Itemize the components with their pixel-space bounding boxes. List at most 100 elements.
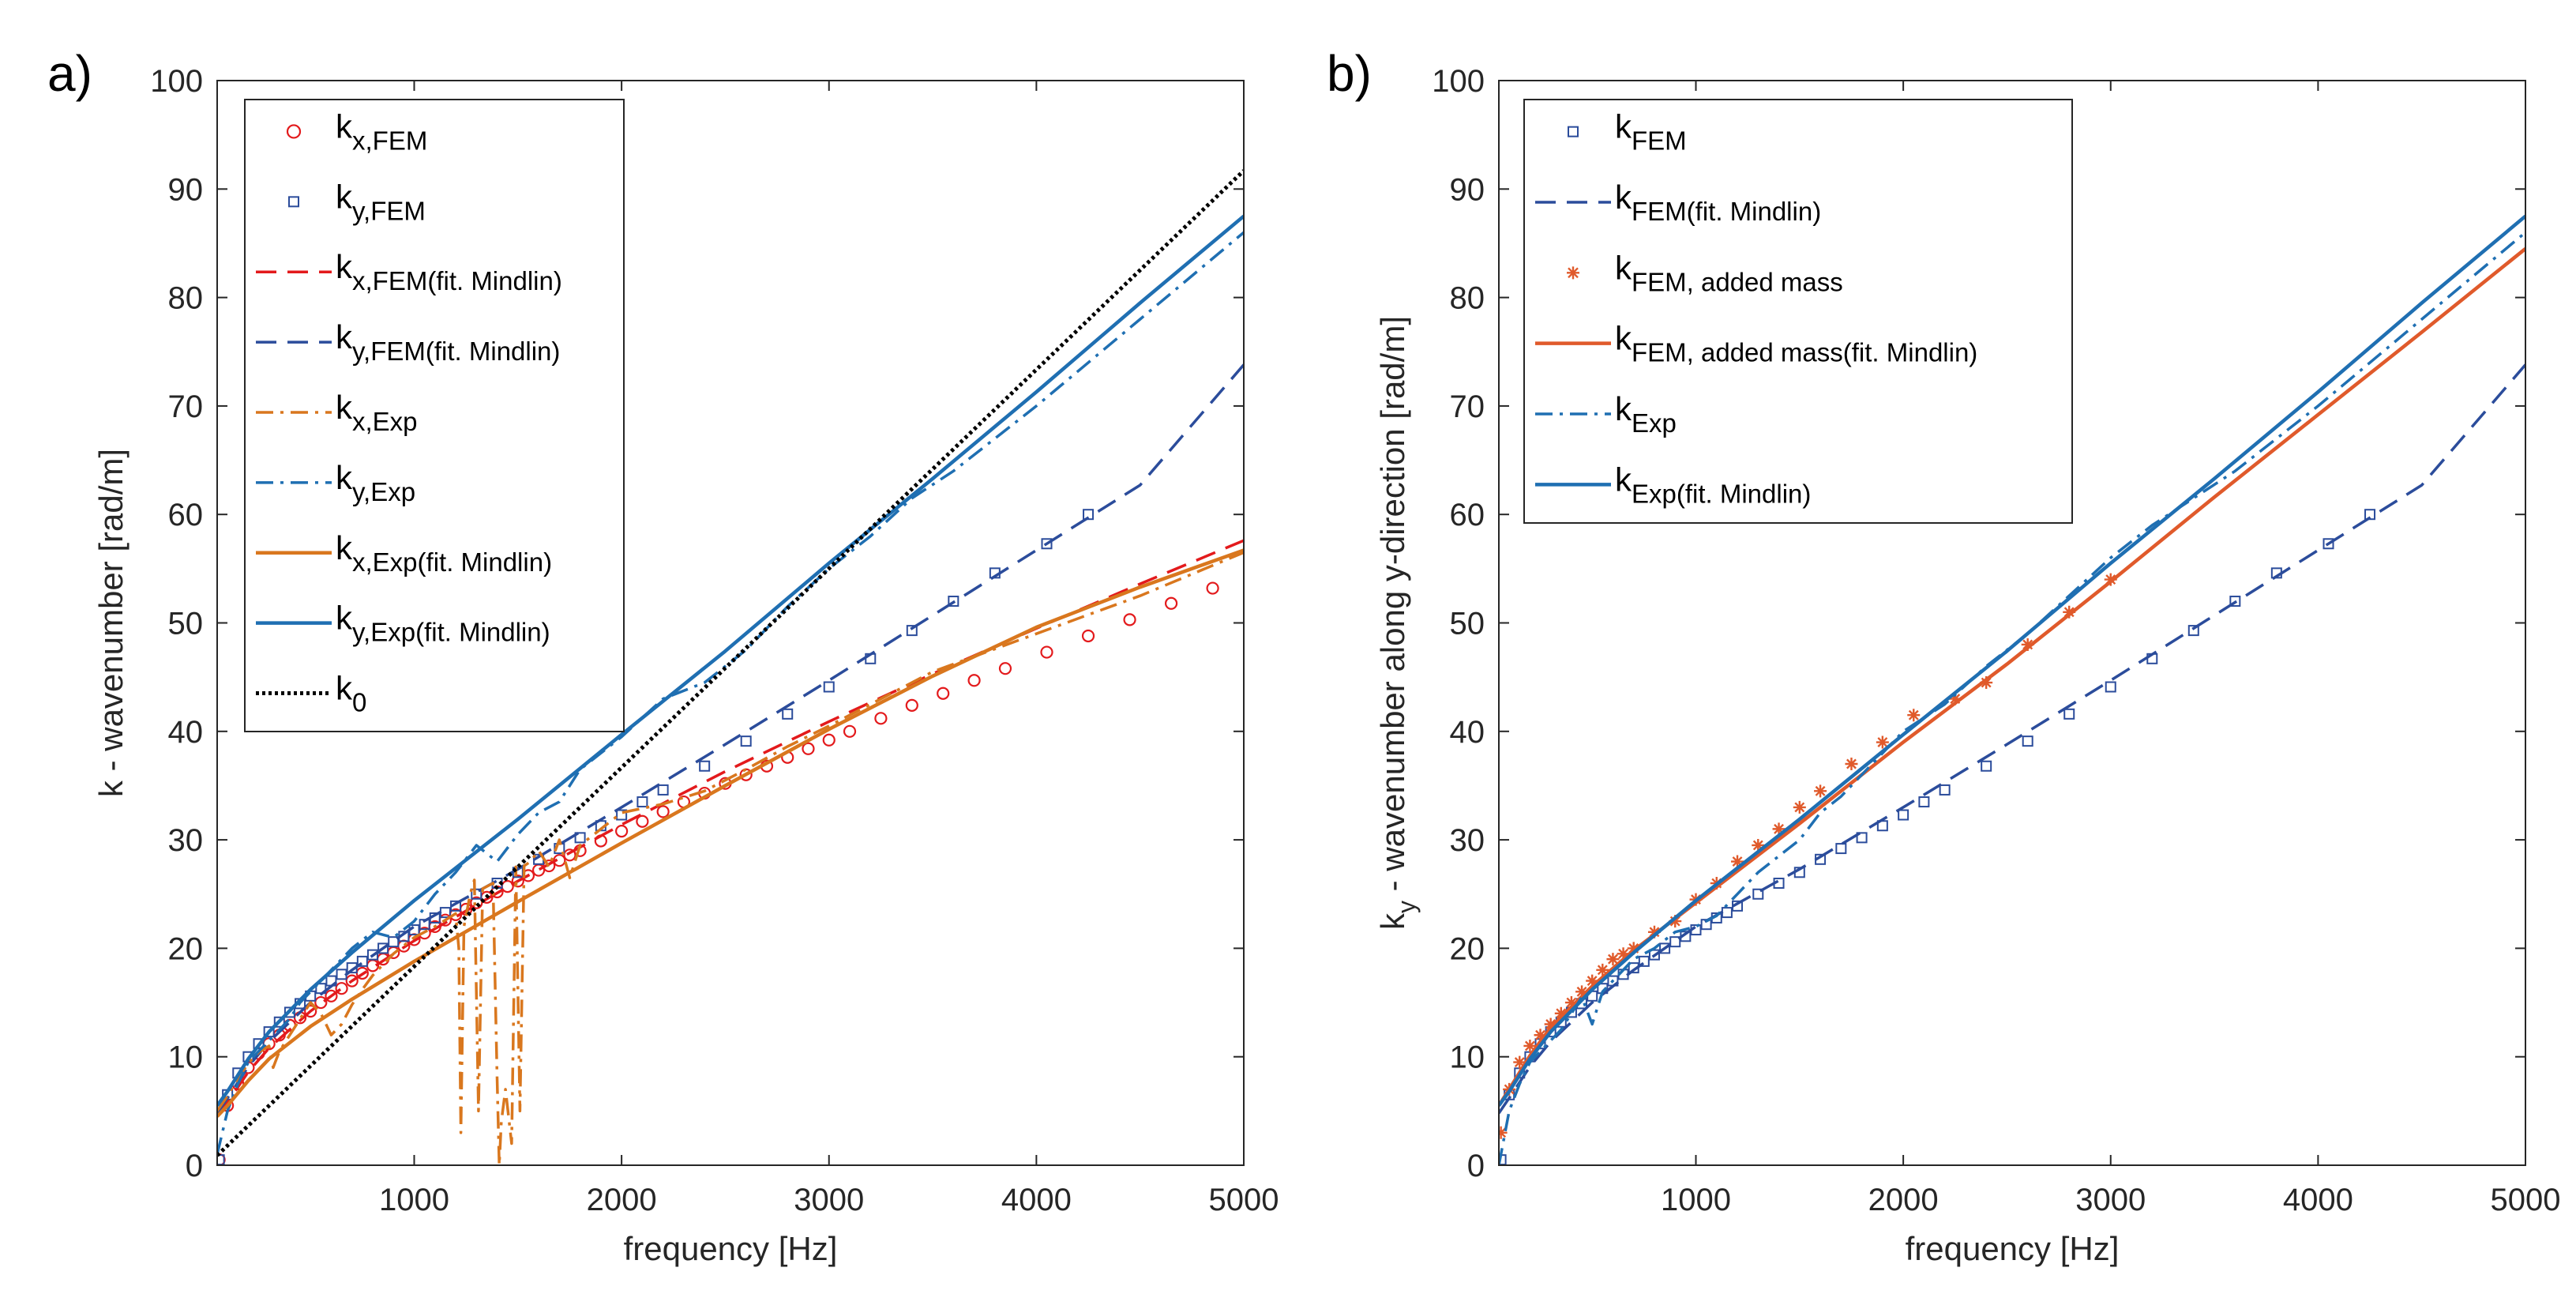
x-axis-label: frequency [Hz] [1906,1230,2120,1267]
series-fem-fit-mindlin-line [1499,363,2525,1115]
data-point [345,974,359,987]
data-point [335,982,348,995]
legend-item: kx,Exp(fit. Mindlin) [256,529,552,577]
legend-label-sub: y,Exp [352,477,415,506]
legend-item: kFEM, added mass [1567,249,1843,296]
series-fem [1499,509,2376,1165]
data-point [1554,1006,1568,1020]
legend-item: ky,FEM(fit. Mindlin) [256,318,560,366]
legend-marker [1567,266,1579,280]
data-point [1606,953,1620,966]
data-point [1647,925,1661,939]
legend-label-base: k [1615,179,1632,216]
x-axis-label: frequency [Hz] [624,1230,838,1267]
data-point [1575,985,1589,999]
legend-label: kx,FEM [336,107,427,155]
legend-label-base: k [336,529,353,566]
data-point [1907,709,1921,722]
data-point [325,989,338,1002]
y-tick-label: 0 [1467,1149,1485,1183]
data-point [1596,963,1609,976]
data-point [740,735,752,747]
data-point [2063,605,2076,619]
legend-label-sub: y,FEM(fit. Mindlin) [352,337,560,366]
data-point [1721,907,1733,919]
legend-marker [1568,126,1579,137]
y-tick-label: 60 [1450,498,1485,532]
data-point [1659,942,1671,954]
data-point [2323,538,2334,550]
legend-box [244,99,625,732]
plot-area [1499,214,2525,1165]
legend-label-base: k [336,459,353,496]
data-point [1669,936,1681,948]
y-tick-label: 90 [168,172,204,207]
data-point [1752,838,1765,852]
y-tick-label: 20 [168,931,204,966]
data-point [1040,645,1053,659]
y-tick-label: 90 [1450,172,1485,207]
data-point [356,955,368,967]
y-tick-label: 80 [1450,281,1485,316]
chart-panel-a: a) 0 10 20 30 40 50 60 70 80 90 100 1000 2000 3000 4000… [47,45,1279,1267]
x-tick-label: 3000 [794,1183,864,1217]
legend-item: kExp [1535,390,1677,438]
data-point [1835,843,1847,855]
legend-label-base: k [336,389,353,426]
legend-label: kx,Exp(fit. Mindlin) [336,529,552,577]
legend-box [1523,99,2073,524]
data-point [615,825,629,838]
legend-label-sub: x,FEM(fit. Mindlin) [352,266,562,295]
legend-label: kFEM(fit. Mindlin) [1615,179,1821,226]
data-point [2021,638,2034,651]
data-point [1772,822,1786,836]
data-point [823,681,835,693]
legend-label: kx,Exp [336,389,418,436]
legend-label: kFEM, added mass(fit. Mindlin) [1615,320,1977,367]
data-point [739,768,753,781]
x-tick-label: 1000 [1661,1183,1731,1217]
y-axis-label-rest: - wavenumber along y-direction [rad/m] [1374,316,1411,901]
y-tick-label: 60 [168,498,204,532]
y-tick-label: 30 [168,823,204,858]
data-point [1669,915,1682,928]
y-axis-label: ky - wavenumber along y-direction [rad/m… [1374,316,1421,930]
data-point [2063,708,2075,720]
data-point [905,698,918,712]
data-point [1752,888,1764,900]
data-point [1586,974,1599,987]
legend-label: ky,Exp(fit. Mindlin) [336,600,550,647]
x-tick-label: 3000 [2075,1183,2146,1217]
legend-item: ky,Exp(fit. Mindlin) [256,600,550,647]
legend-item: kFEM [1568,108,1687,156]
data-point [874,712,888,725]
series-fem-added-mass-fit-mindlin-line [1499,247,2525,1107]
series-exp-fit-mindlin-line [1499,214,2525,1107]
data-point [843,724,857,738]
data-point [1041,538,1053,550]
legend-label: ky,Exp [336,459,415,506]
series-y-exp-fit-mindlin-line [217,214,1244,1107]
legend-item: ky,Exp [256,459,415,506]
data-point [1793,800,1806,814]
x-tick-label: 5000 [2491,1183,2561,1217]
data-point [782,708,794,720]
y-tick-label: 100 [1432,64,1485,99]
y-tick-label: 50 [168,607,204,641]
legend-label-base: k [1615,320,1632,357]
data-point [563,848,576,862]
series-x-exp-line [217,551,1244,1165]
data-point [1513,1055,1526,1069]
data-point [501,880,514,893]
data-point [2105,681,2116,693]
legend-marker [286,124,302,139]
data-point [1948,692,1962,705]
legend-label-base: k [336,670,353,707]
legend-label-base: k [336,600,353,637]
legend-label-base: k [1615,390,1632,427]
legend-item: kFEM, added mass(fit. Mindlin) [1535,320,1977,367]
y-tick-label: 70 [1450,389,1485,424]
y-tick-label: 40 [168,715,204,750]
data-point [822,733,836,747]
